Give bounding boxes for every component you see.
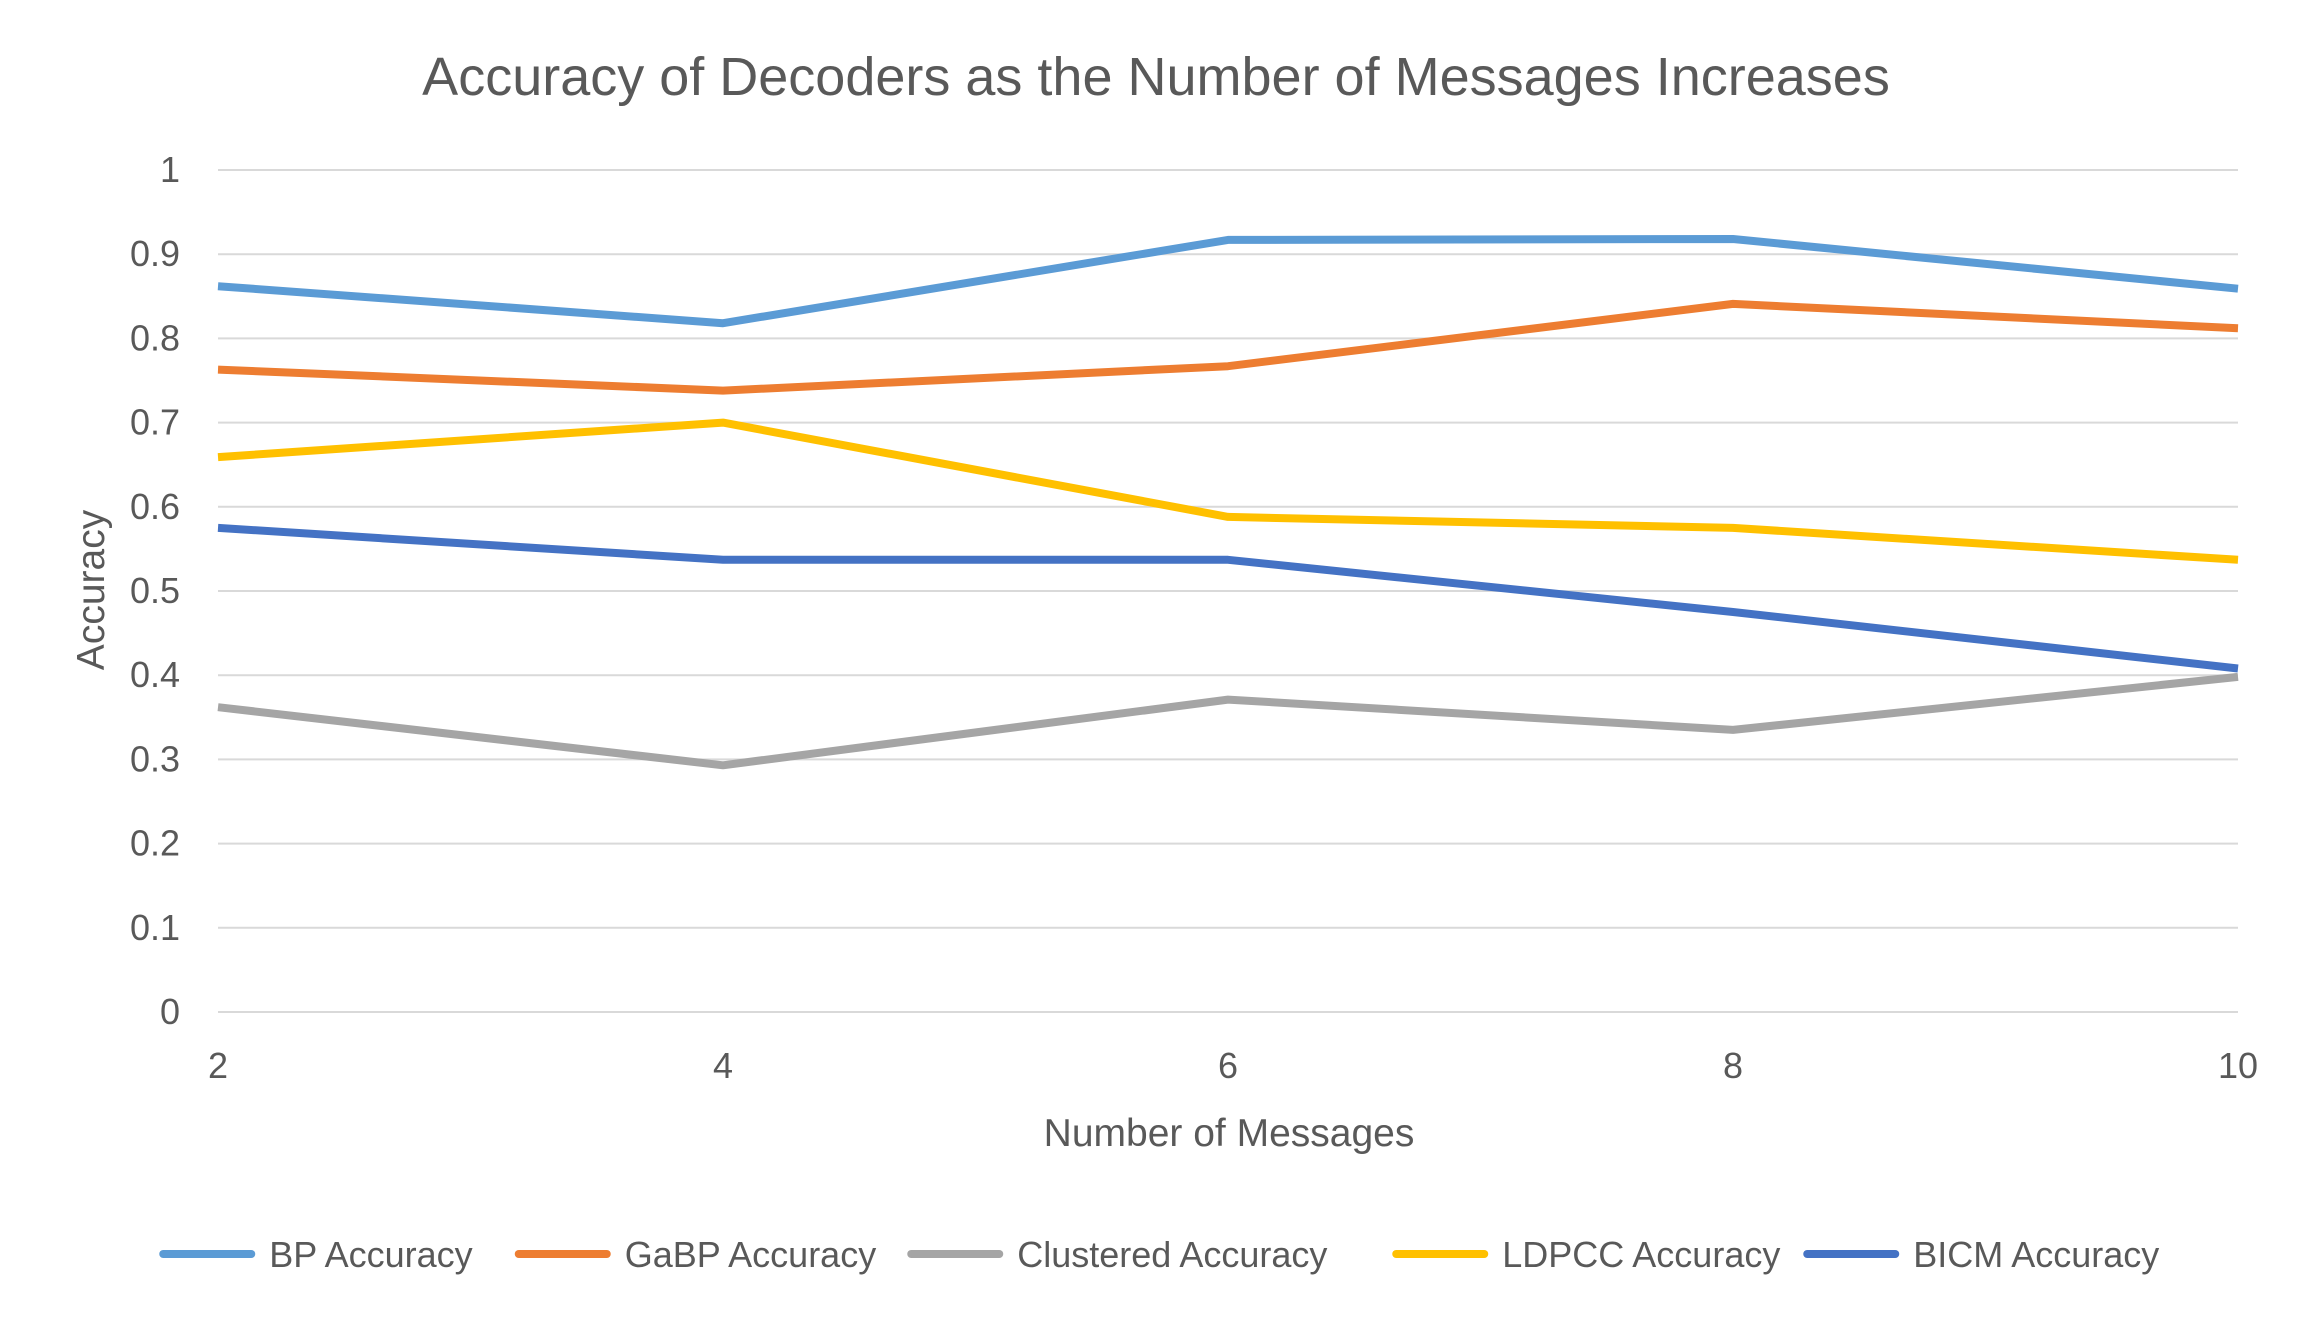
x-tick-label: 10 — [2218, 1045, 2258, 1086]
x-tick-label: 8 — [1723, 1045, 1743, 1086]
legend-item-gabp-accuracy: GaBP Accuracy — [514, 1234, 876, 1275]
legend-label: Clustered Accuracy — [1017, 1234, 1327, 1275]
y-tick-label: 0.7 — [130, 402, 180, 443]
y-axis-title: Accuracy — [70, 509, 113, 670]
y-tick-label: 0.1 — [130, 907, 180, 948]
y-tick-label: 0.9 — [130, 233, 180, 274]
legend-label: BP Accuracy — [269, 1234, 472, 1275]
x-axis-tick-labels: 2 4 6 8 10 — [208, 1045, 2258, 1086]
y-tick-label: 0.8 — [130, 317, 180, 358]
y-tick-label: 0.2 — [130, 823, 180, 864]
y-tick-label: 1 — [160, 149, 180, 190]
legend-item-bp-accuracy: BP Accuracy — [159, 1234, 473, 1275]
legend-label: GaBP Accuracy — [625, 1234, 876, 1275]
legend-item-clustered-accuracy: Clustered Accuracy — [907, 1234, 1327, 1275]
x-tick-label: 4 — [713, 1045, 733, 1086]
legend-item-bicm-accuracy: BICM Accuracy — [1803, 1234, 2159, 1275]
y-tick-label: 0.6 — [130, 486, 180, 527]
series-line-bp-accuracy — [217, 235, 2239, 328]
legend-item-ldpcc-accuracy: LDPCC Accuracy — [1392, 1234, 1780, 1275]
chart-title: Accuracy of Decoders as the Number of Me… — [422, 47, 1890, 107]
x-tick-label: 6 — [1218, 1045, 1238, 1086]
y-tick-label: 0 — [160, 991, 180, 1032]
legend: BP Accuracy GaBP Accuracy Clustered Accura… — [159, 1234, 2159, 1275]
series-line-bicm-accuracy — [217, 523, 2239, 673]
series-line-gabp-accuracy — [217, 299, 2239, 395]
series-line-ldpcc-accuracy — [217, 418, 2239, 564]
y-tick-label: 0.4 — [130, 654, 180, 695]
series-line-clustered-accuracy — [217, 672, 2239, 770]
legend-label: BICM Accuracy — [1913, 1234, 2159, 1275]
series-lines — [217, 235, 2239, 770]
x-tick-label: 2 — [208, 1045, 228, 1086]
y-axis-tick-labels: 0 0.1 0.2 0.3 0.4 0.5 0.6 0.7 0.8 0.9 1 — [130, 149, 180, 1032]
x-axis-title: Number of Messages — [1044, 1112, 1415, 1155]
y-tick-label: 0.3 — [130, 738, 180, 779]
y-tick-label: 0.5 — [130, 570, 180, 611]
legend-label: LDPCC Accuracy — [1502, 1234, 1780, 1275]
